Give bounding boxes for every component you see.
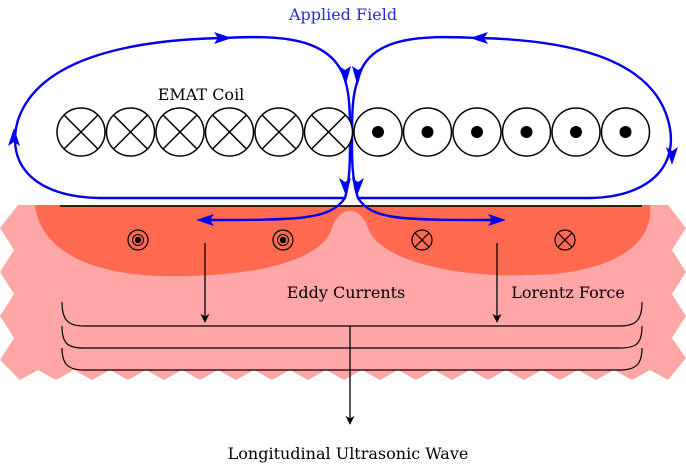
field-arrow-center-right-bottom bbox=[352, 178, 364, 196]
applied-field-label: Applied Field bbox=[288, 5, 397, 24]
field-loop-right bbox=[350, 35, 673, 200]
field-line-lower-right bbox=[356, 197, 501, 222]
wavefront-lines bbox=[61, 301, 643, 371]
eddy-current-out-marker bbox=[127, 229, 149, 251]
eddy-current-in-marker bbox=[554, 229, 576, 251]
eddy-currents-label: Eddy Currents bbox=[287, 283, 406, 302]
coil-conductor-out-of-page bbox=[600, 107, 651, 157]
wave-label: Longitudinal Ultrasonic Wave bbox=[228, 444, 469, 463]
emat-coil bbox=[56, 107, 651, 157]
field-arrow-right-side bbox=[666, 147, 678, 165]
wavefront-1 bbox=[61, 301, 643, 327]
coil-conductor-into-page bbox=[254, 107, 304, 157]
field-arrow-top-right bbox=[470, 32, 488, 44]
coil-conductor-into-page bbox=[56, 107, 106, 157]
field-line-lower-left bbox=[199, 197, 346, 222]
field-arrow-top-left bbox=[214, 32, 232, 44]
field-arrow-left-side bbox=[8, 128, 20, 146]
wavefront-3 bbox=[61, 347, 643, 371]
coil-conductor-out-of-page bbox=[353, 107, 403, 157]
coil-conductor-into-page bbox=[105, 107, 156, 157]
field-arrow-center-left-bottom bbox=[339, 178, 351, 196]
field-arrow-center-right-top bbox=[352, 66, 364, 84]
coil-conductor-out-of-page bbox=[452, 107, 502, 157]
lorentz-force-label: Lorentz Force bbox=[511, 283, 625, 302]
coil-conductor-into-page bbox=[204, 107, 255, 157]
coil-conductor-out-of-page bbox=[402, 107, 453, 157]
field-arrow-center-left-top bbox=[339, 66, 351, 84]
eddy-current-in-marker bbox=[411, 229, 433, 251]
coil-conductor-into-page bbox=[155, 107, 205, 157]
coil-conductor-out-of-page bbox=[551, 107, 601, 157]
coil-conductor-out-of-page bbox=[501, 107, 552, 157]
emat-coil-label: EMAT Coil bbox=[158, 85, 245, 104]
field-arrowheads bbox=[8, 32, 678, 226]
eddy-current-out-marker bbox=[272, 229, 294, 251]
eddy-current-markers bbox=[127, 229, 576, 251]
coil-conductor-into-page bbox=[303, 107, 354, 157]
wavefront-2 bbox=[61, 325, 643, 349]
